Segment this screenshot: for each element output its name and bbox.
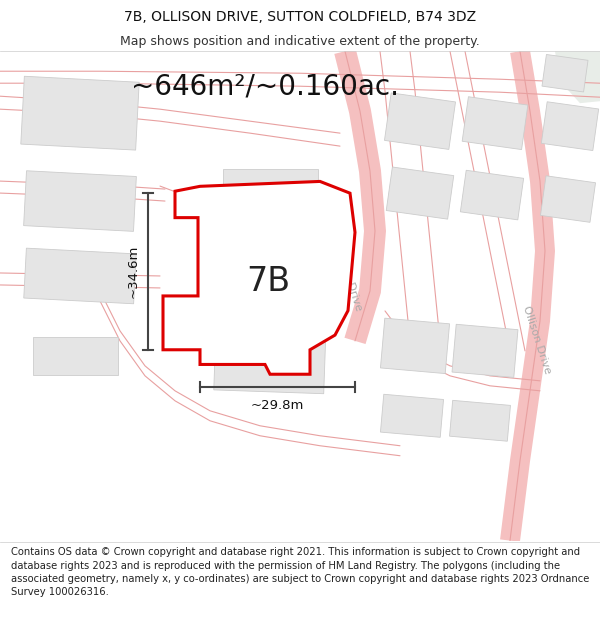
Text: Map shows position and indicative extent of the property.: Map shows position and indicative extent… [120, 35, 480, 48]
Polygon shape [334, 49, 386, 344]
Polygon shape [385, 93, 455, 149]
Text: Ollison Drive: Ollison Drive [332, 241, 364, 312]
Polygon shape [24, 248, 136, 304]
Text: Ollison Drive: Ollison Drive [521, 304, 553, 375]
Polygon shape [460, 170, 524, 220]
Polygon shape [555, 51, 600, 103]
Text: ~34.6m: ~34.6m [127, 245, 140, 298]
Polygon shape [500, 49, 555, 542]
Polygon shape [449, 401, 511, 441]
Polygon shape [452, 324, 518, 378]
Polygon shape [380, 394, 443, 438]
Text: 7B: 7B [246, 265, 290, 298]
Polygon shape [386, 167, 454, 219]
Polygon shape [32, 337, 118, 375]
Polygon shape [163, 181, 355, 374]
Polygon shape [542, 54, 588, 92]
Polygon shape [214, 318, 326, 394]
Polygon shape [462, 97, 528, 149]
Text: ~29.8m: ~29.8m [251, 399, 304, 412]
Polygon shape [23, 171, 136, 231]
Polygon shape [21, 76, 139, 150]
Text: Contains OS data © Crown copyright and database right 2021. This information is : Contains OS data © Crown copyright and d… [11, 548, 589, 597]
Text: 7B, OLLISON DRIVE, SUTTON COLDFIELD, B74 3DZ: 7B, OLLISON DRIVE, SUTTON COLDFIELD, B74… [124, 10, 476, 24]
Polygon shape [223, 169, 317, 244]
Polygon shape [380, 318, 449, 374]
Text: ~646m²/~0.160ac.: ~646m²/~0.160ac. [131, 72, 399, 100]
Polygon shape [541, 102, 599, 151]
Polygon shape [541, 176, 596, 222]
